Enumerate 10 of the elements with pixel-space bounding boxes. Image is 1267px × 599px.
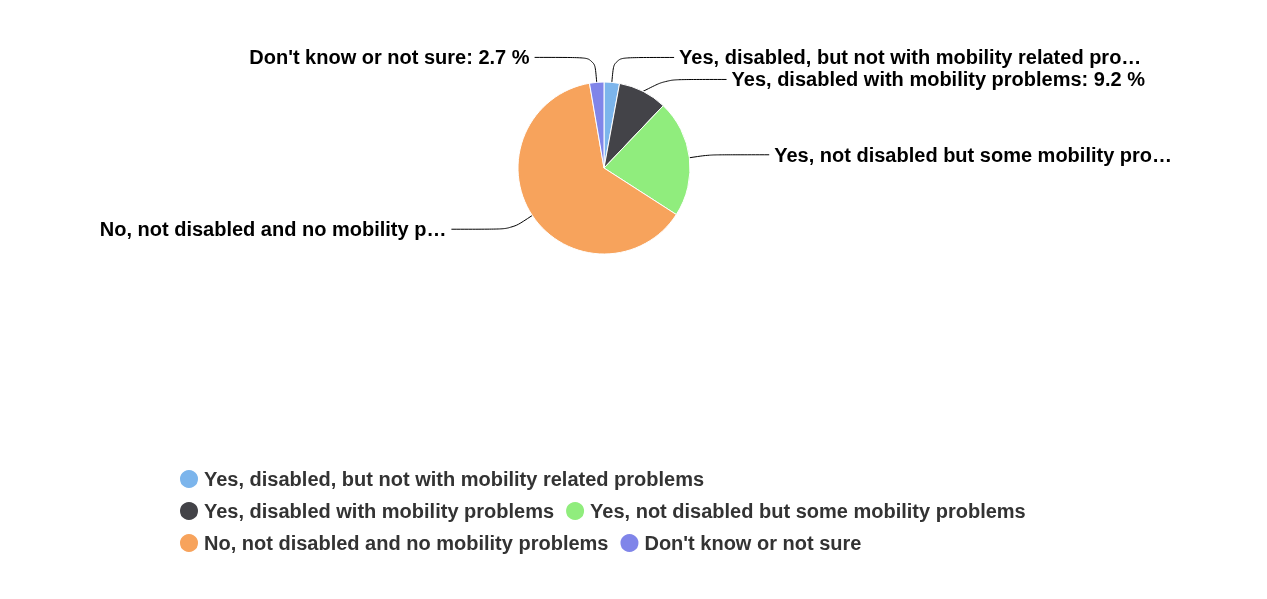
legend-label: Yes, disabled with mobility problems: [204, 500, 555, 522]
legend-label: Don't know or not sure: [644, 532, 862, 554]
data-label: Yes, disabled with mobility problems: 9.2 %: [731, 68, 1146, 91]
legend-label: No, not disabled and no mobility problems: [204, 532, 609, 554]
data-label: Yes, not disabled but some mobility pro…: [774, 143, 1173, 166]
data-label: Yes, disabled, but not with mobility related pro…: [679, 46, 1142, 69]
data-label: No, not disabled and no mobility p…: [99, 218, 447, 241]
legend-label: Yes, not disabled but some mobility problems: [590, 500, 1026, 522]
data-label: Don't know or not sure: 2.7 %: [249, 46, 530, 69]
legend-label: Yes, disabled, but not with mobility related problems: [204, 468, 705, 490]
